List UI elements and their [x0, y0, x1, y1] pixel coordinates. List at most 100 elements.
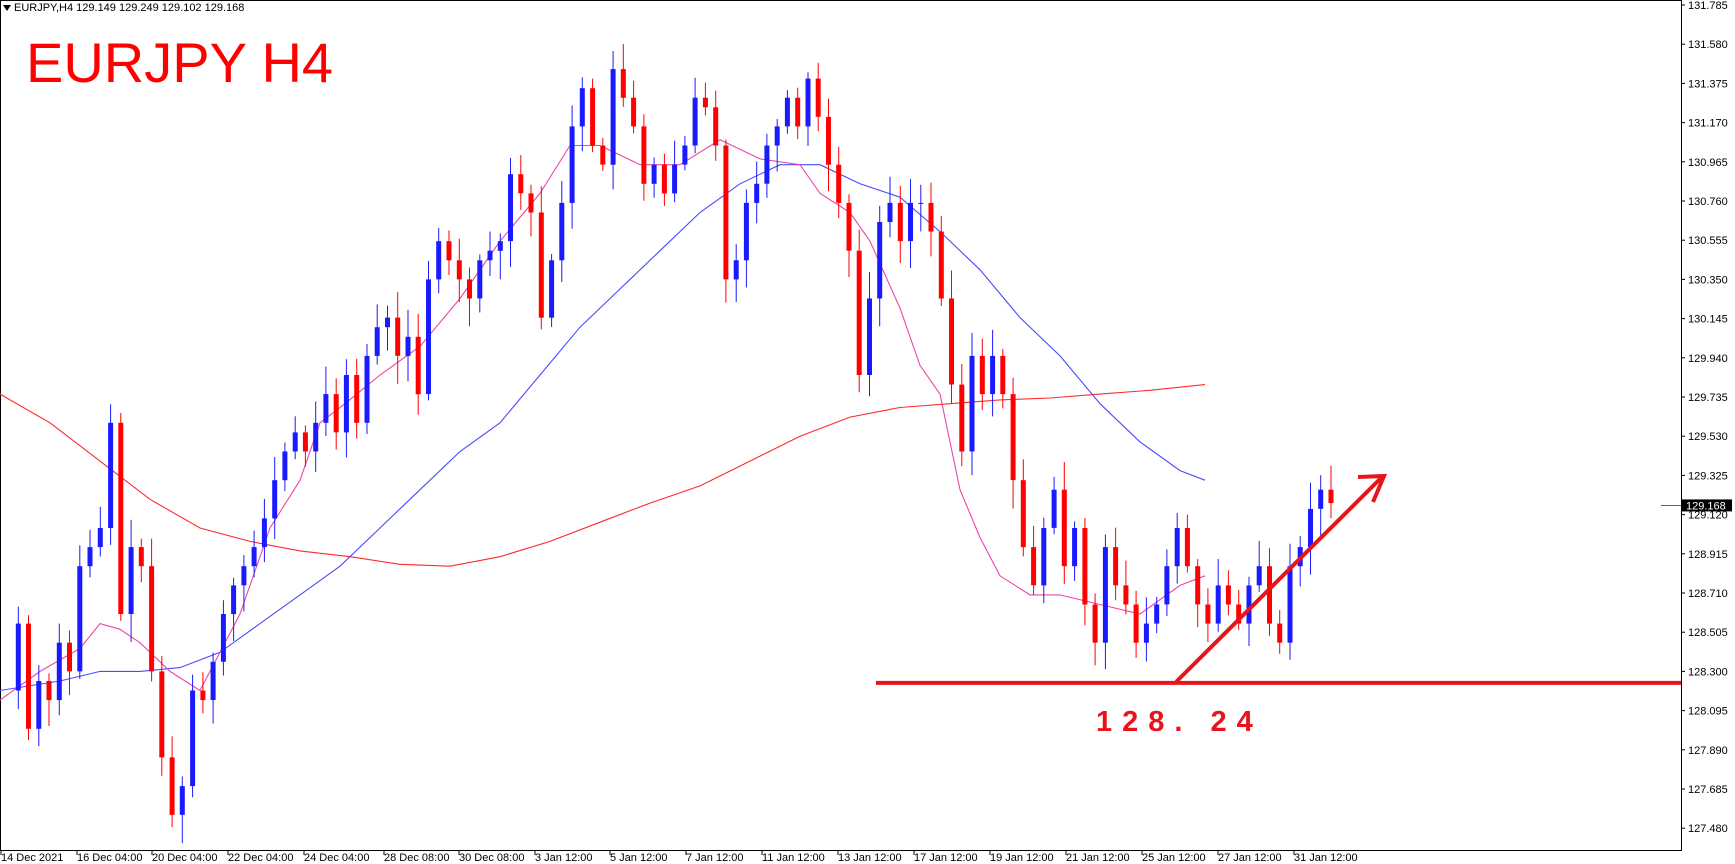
symbol-menu-icon[interactable] — [3, 5, 11, 11]
candle-body — [1082, 528, 1088, 605]
candle-body — [590, 88, 596, 146]
candle-body — [1328, 489, 1334, 504]
candle-body — [477, 260, 483, 299]
candle-body — [549, 260, 555, 318]
candle-body — [508, 174, 513, 242]
candle-body — [446, 241, 452, 261]
candle-body — [313, 422, 319, 452]
x-tick-label: 28 Dec 08:00 — [384, 852, 449, 864]
plot-frame — [0, 0, 1682, 851]
candle-body — [26, 623, 31, 729]
candle-body — [610, 69, 616, 165]
candle-body — [672, 164, 678, 194]
x-tick-label: 20 Dec 04:00 — [152, 852, 217, 864]
candle-body — [733, 260, 739, 280]
y-tick-label: 131.785 — [1688, 0, 1728, 12]
candle-body — [631, 97, 637, 127]
candle-body — [67, 642, 72, 672]
candle-body — [897, 202, 903, 242]
candle-body — [292, 432, 298, 452]
candle-body — [395, 317, 401, 356]
y-tick-label: 128.095 — [1688, 706, 1728, 718]
candle-body — [979, 355, 985, 395]
ma-mid-line — [0, 164, 1206, 692]
y-tick-label: 128.710 — [1688, 588, 1728, 600]
candle-body — [179, 786, 185, 815]
candle-body — [190, 690, 196, 787]
x-tick-label: 30 Dec 08:00 — [459, 852, 524, 864]
x-tick-label: 7 Jan 12:00 — [686, 852, 744, 864]
candle-body — [1256, 566, 1262, 586]
candle-body — [600, 145, 606, 165]
candle-body — [200, 690, 206, 701]
candle-body — [938, 231, 944, 299]
x-tick-label: 25 Jan 12:00 — [1142, 852, 1206, 864]
candle-body — [138, 547, 144, 567]
price-tag — [1682, 499, 1732, 512]
candle-body — [959, 384, 965, 452]
candle-body — [1164, 566, 1170, 605]
y-tick-label: 130.145 — [1688, 314, 1728, 326]
candle-body — [436, 241, 442, 280]
candle-body — [118, 422, 124, 614]
candle-body — [1277, 623, 1283, 643]
candle-body — [354, 375, 360, 423]
candle-body — [1195, 566, 1201, 605]
candle-body — [661, 164, 667, 194]
candle-body — [1236, 604, 1242, 624]
candle-body — [579, 88, 585, 127]
x-tick-label: 11 Jan 12:00 — [762, 852, 825, 864]
y-tick-label: 129.530 — [1688, 431, 1728, 443]
candle-body — [1051, 489, 1057, 528]
y-tick-label: 131.375 — [1688, 78, 1728, 90]
y-tick-label: 127.685 — [1688, 784, 1728, 796]
candle-body — [928, 202, 934, 232]
candle-body — [754, 183, 760, 203]
candle-body — [826, 116, 831, 165]
candle-body — [805, 78, 811, 127]
candle-body — [46, 681, 52, 701]
x-tick-label: 21 Jan 12:00 — [1066, 852, 1130, 864]
y-tick-label: 127.480 — [1688, 823, 1728, 835]
candle-body — [887, 202, 893, 222]
y-tick-label: 127.890 — [1688, 745, 1728, 757]
candle-body — [97, 528, 103, 548]
candle-body — [415, 336, 421, 395]
candle-body — [385, 317, 390, 328]
trend-arrow-head — [1357, 473, 1388, 503]
candle-body — [128, 547, 134, 614]
trend-arrow-shaft — [1175, 475, 1384, 683]
candle-body — [159, 671, 165, 758]
candle-body — [1072, 528, 1078, 567]
candle-body — [272, 480, 278, 519]
y-tick-label: 130.965 — [1688, 157, 1728, 169]
candle-body — [918, 202, 924, 204]
candle-body — [343, 375, 349, 433]
candle-body — [1267, 566, 1272, 624]
candle-body — [702, 97, 708, 108]
candle-body — [1143, 623, 1149, 643]
y-tick-label: 129.120 — [1688, 510, 1728, 522]
x-tick-label: 5 Jan 12:00 — [610, 852, 668, 864]
y-tick-label: 130.760 — [1688, 196, 1728, 208]
y-tick-label: 131.170 — [1688, 118, 1728, 130]
price-tag-label: 129.168 — [1686, 500, 1726, 512]
candle-body — [1061, 489, 1067, 567]
candle-body — [364, 355, 370, 423]
y-tick-label: 128.915 — [1688, 549, 1728, 561]
candle-body — [1113, 547, 1119, 586]
candle-body — [620, 69, 626, 98]
candle-body — [867, 298, 872, 375]
candle-body — [723, 145, 729, 280]
candle-body — [405, 336, 411, 356]
x-tick-label: 22 Dec 04:00 — [228, 852, 293, 864]
candle-body — [538, 212, 544, 318]
candle-body — [1174, 528, 1180, 567]
symbol-info: EURJPY,H4 129.149 129.249 129.102 129.16… — [14, 2, 245, 14]
x-tick-label: 13 Jan 12:00 — [838, 852, 902, 864]
candle-body — [774, 126, 780, 146]
candle-body — [1287, 566, 1293, 643]
candle-body — [282, 451, 288, 481]
